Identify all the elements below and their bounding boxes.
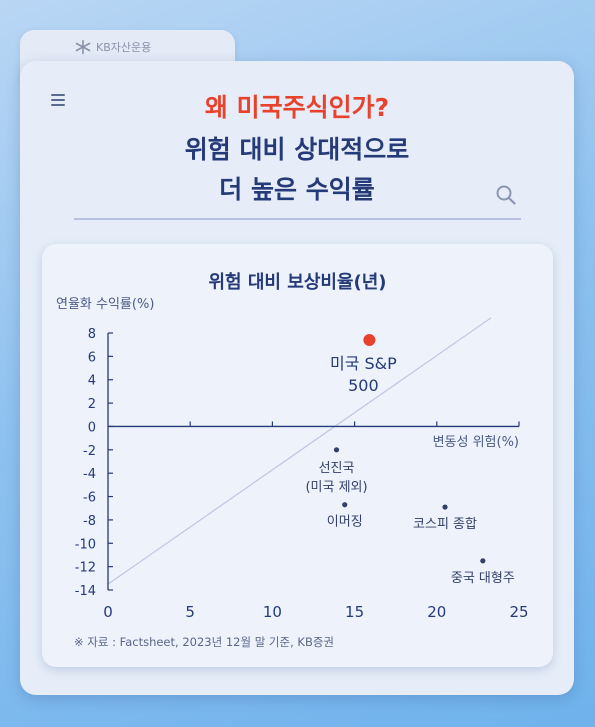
y-tick-label: 0 xyxy=(88,420,96,435)
y-tick-label: -8 xyxy=(83,514,96,529)
y-axis-title: 연율화 수익률(%) xyxy=(56,297,155,312)
y-tick-label: -4 xyxy=(83,467,96,482)
y-tick-label: -2 xyxy=(83,444,96,459)
trend-line xyxy=(107,317,492,585)
x-axis-title: 변동성 위험(%) xyxy=(433,435,519,450)
y-tick-label: -10 xyxy=(75,537,96,552)
x-tick-label: 10 xyxy=(263,603,282,621)
point-label: 선진국 xyxy=(319,461,355,476)
chart-panel xyxy=(42,244,553,667)
y-tick-label: 4 xyxy=(88,374,96,389)
source-note: ※ 자료 : Factsheet, 2023년 12월 말 기준, KB증권 xyxy=(74,635,334,649)
y-tick-label: 8 xyxy=(88,327,96,342)
headline-question: 왜 미국주식인가? xyxy=(204,93,390,122)
point-label: 500 xyxy=(348,376,379,395)
scatter-point xyxy=(442,504,448,510)
scatter-point xyxy=(363,334,376,347)
x-tick-label: 15 xyxy=(345,603,364,621)
x-tick-label: 20 xyxy=(427,603,446,621)
point-label: 코스피 종합 xyxy=(413,517,477,532)
hamburger-menu-icon[interactable] xyxy=(51,94,65,106)
point-label: 이머징 xyxy=(327,515,363,530)
scatter-point xyxy=(333,447,340,453)
brand-logo: KB자산운용 xyxy=(74,38,151,56)
scatter-point xyxy=(342,502,348,508)
chart-title: 위험 대비 보상비율(년) xyxy=(208,272,387,293)
y-tick-label: -6 xyxy=(83,491,96,506)
x-tick-label: 5 xyxy=(185,603,195,621)
headline-line-2: 위험 대비 상대적으로 xyxy=(184,135,410,164)
brand-name: KB자산운용 xyxy=(96,41,152,54)
headline-line-3: 더 높은 수익률 xyxy=(219,175,375,204)
y-tick-label: 6 xyxy=(88,350,96,365)
y-tick-label: -14 xyxy=(75,584,96,599)
search-icon[interactable] xyxy=(495,184,517,206)
scatter-point xyxy=(480,558,486,564)
point-label: (미국 제외) xyxy=(305,480,367,495)
y-tick-label: -12 xyxy=(75,561,96,576)
y-tick-label: 2 xyxy=(88,397,96,412)
header-divider xyxy=(74,218,521,220)
point-label: 중국 대형주 xyxy=(451,571,515,586)
x-tick-label: 25 xyxy=(509,603,528,621)
x-tick-label: 0 xyxy=(103,603,113,621)
point-label: 미국 S&P xyxy=(330,354,397,373)
kb-star-icon xyxy=(75,39,91,55)
